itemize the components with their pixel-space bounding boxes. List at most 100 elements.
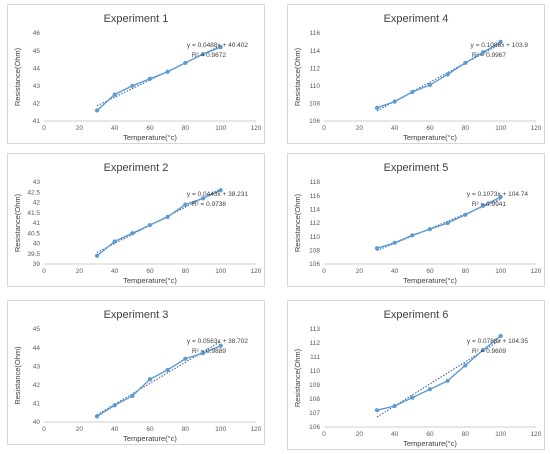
data-point bbox=[130, 231, 135, 236]
x-tick-label: 60 bbox=[426, 125, 434, 132]
data-point bbox=[165, 214, 170, 219]
chart-panel-experiment-5: Experiment 5 0 20 40 60 80 100 120 106 108 110 112… bbox=[287, 153, 545, 287]
x-tick-label: 80 bbox=[462, 125, 470, 132]
series-line bbox=[96, 345, 221, 418]
data-point bbox=[200, 351, 206, 356]
x-tick-label: 0 bbox=[42, 268, 46, 275]
chart-panel-experiment-3: Experiment 3 0 20 40 60 80 100 120 40 41 42 43 44 45… bbox=[7, 300, 265, 445]
y-tick-label: 112 bbox=[310, 65, 321, 72]
x-axis-label: Temperature(°c) bbox=[123, 133, 177, 142]
data-point bbox=[410, 233, 415, 238]
data-point bbox=[427, 82, 433, 88]
data-point bbox=[183, 60, 188, 66]
x-tick-label: 60 bbox=[146, 268, 154, 275]
y-tick-label: 108 bbox=[309, 248, 320, 255]
chart-plot: 0 20 40 60 80 100 120 106 107 108 109 110 111 112 113 T… bbox=[293, 326, 542, 448]
y-axis-label: Resistance(Ohm) bbox=[293, 47, 302, 106]
y-tick-label: 106 bbox=[309, 118, 320, 125]
y-tick-label: 41 bbox=[33, 118, 41, 125]
data-point bbox=[165, 367, 170, 373]
chart-title: Experiment 5 bbox=[383, 162, 449, 174]
y-axis-label: Resistance(Ohm) bbox=[293, 193, 302, 252]
y-tick-label: 45 bbox=[33, 48, 41, 55]
data-point bbox=[218, 343, 223, 348]
chart-panel-experiment-1: Experiment 1 0 20 40 60 80 100 120 41 42 43 44 45 46… bbox=[7, 4, 265, 144]
x-tick-label: 100 bbox=[495, 125, 506, 132]
y-tick-label: 114 bbox=[310, 48, 321, 55]
x-tick-label: 60 bbox=[426, 431, 434, 438]
data-point bbox=[147, 222, 153, 228]
y-tick-label: 108 bbox=[309, 101, 320, 108]
x-tick-label: 100 bbox=[215, 125, 226, 132]
x-tick-label: 120 bbox=[531, 431, 542, 438]
x-tick-label: 0 bbox=[322, 268, 326, 275]
x-tick-label: 20 bbox=[76, 125, 84, 132]
x-axis-label: Temperature(°c) bbox=[403, 439, 457, 448]
chart-title: Experiment 3 bbox=[103, 309, 169, 321]
x-tick-label: 40 bbox=[111, 426, 119, 433]
data-point bbox=[445, 378, 450, 383]
x-tick-label: 40 bbox=[391, 268, 399, 275]
chart-plot: 0 20 40 60 80 100 120 39 39.5 40 40.5 41 41.5 42 42.5 4… bbox=[13, 179, 262, 285]
series-line bbox=[376, 335, 502, 411]
x-tick-label: 0 bbox=[42, 125, 46, 132]
data-point bbox=[392, 99, 397, 104]
data-point bbox=[183, 356, 188, 361]
data-point bbox=[410, 395, 415, 400]
data-point bbox=[112, 92, 117, 97]
r-squared-label: R² = 0.9967 bbox=[472, 52, 507, 59]
x-tick-label: 100 bbox=[215, 268, 226, 275]
data-point bbox=[165, 69, 170, 74]
y-tick-label: 43 bbox=[33, 179, 41, 186]
trendline-equation: y = 0.1073x + 104.74 bbox=[467, 191, 528, 198]
data-point bbox=[94, 108, 100, 113]
data-point bbox=[410, 89, 415, 95]
x-tick-label: 20 bbox=[356, 268, 364, 275]
y-tick-label: 110 bbox=[310, 83, 321, 90]
data-point bbox=[112, 403, 117, 408]
y-tick-label: 44 bbox=[33, 345, 41, 352]
series-line bbox=[96, 189, 221, 257]
y-axis-label: Resistance(Ohm) bbox=[293, 348, 302, 407]
data-point bbox=[427, 227, 433, 232]
y-tick-label: 106 bbox=[309, 424, 320, 431]
data-point bbox=[130, 393, 135, 399]
trendline-equation: y = 0.0788x + 104.35 bbox=[467, 338, 528, 345]
x-tick-label: 120 bbox=[251, 268, 262, 275]
data-point bbox=[463, 212, 468, 217]
chart-panel-experiment-6: Experiment 6 0 20 40 60 80 100 120 106 107 108 109… bbox=[287, 300, 545, 450]
chart-plot: 0 20 40 60 80 100 120 40 41 42 43 44 45 Temperature(°… bbox=[13, 326, 262, 443]
x-tick-label: 80 bbox=[462, 431, 470, 438]
chart-plot: 0 20 40 60 80 100 120 106 108 110 112 114 116 Tempera… bbox=[293, 30, 542, 142]
x-tick-label: 0 bbox=[322, 431, 326, 438]
y-tick-label: 116 bbox=[310, 193, 321, 200]
y-axis-label: Resistance(Ohm) bbox=[13, 193, 22, 252]
data-point bbox=[147, 377, 153, 382]
x-tick-label: 40 bbox=[111, 268, 119, 275]
x-tick-label: 100 bbox=[495, 431, 506, 438]
data-point bbox=[374, 408, 380, 413]
r-squared-label: R² = 0.9609 bbox=[472, 348, 507, 355]
x-tick-label: 0 bbox=[322, 125, 326, 132]
y-tick-label: 40.5 bbox=[27, 230, 40, 237]
data-point bbox=[427, 387, 433, 392]
y-tick-label: 44 bbox=[33, 65, 41, 72]
data-point bbox=[374, 105, 380, 110]
x-tick-label: 0 bbox=[42, 426, 46, 433]
trendline-equation: y = 0.0563x + 38.702 bbox=[187, 338, 248, 345]
x-tick-label: 100 bbox=[215, 426, 226, 433]
chart-plot: 0 20 40 60 80 100 120 41 42 43 44 45 46 Temperature(°… bbox=[13, 30, 262, 142]
y-tick-label: 43 bbox=[33, 83, 41, 90]
data-point bbox=[463, 60, 468, 66]
y-tick-label: 118 bbox=[310, 179, 321, 186]
y-tick-label: 42 bbox=[33, 101, 41, 108]
data-point bbox=[480, 203, 486, 209]
y-axis-label: Resistance(Ohm) bbox=[13, 47, 22, 106]
x-tick-label: 80 bbox=[182, 268, 190, 275]
trendline-equation: y = 0.1086x + 103.9 bbox=[471, 42, 529, 49]
y-tick-label: 42 bbox=[33, 200, 41, 207]
data-point bbox=[392, 240, 397, 245]
data-point bbox=[218, 44, 223, 50]
x-axis-label: Temperature(°c) bbox=[123, 276, 177, 285]
data-point bbox=[480, 347, 486, 353]
